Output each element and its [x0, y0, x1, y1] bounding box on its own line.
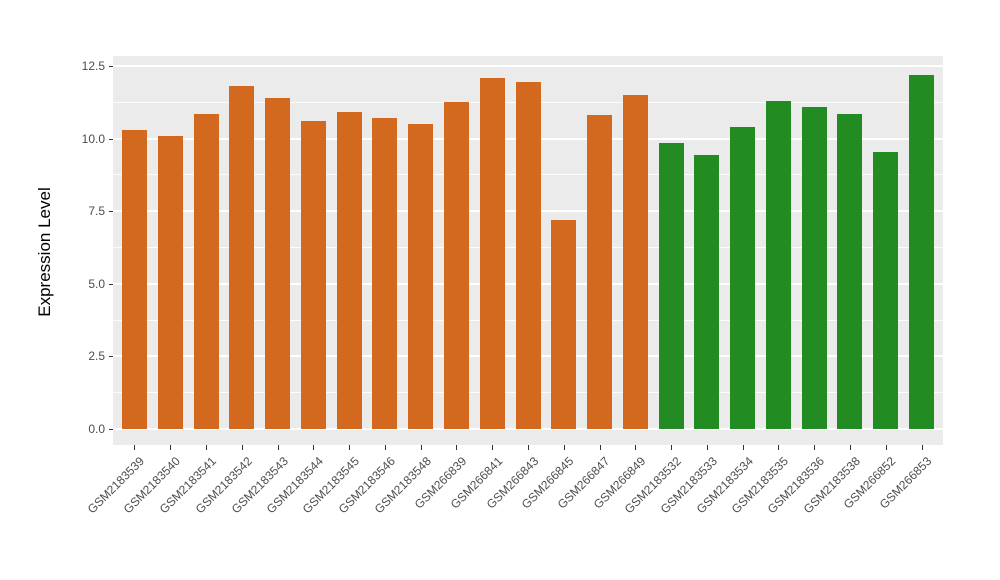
bar [909, 74, 935, 429]
bar [121, 129, 147, 429]
x-tick-mark [671, 445, 673, 450]
bar [730, 126, 756, 429]
bar [300, 121, 326, 429]
bar [837, 113, 863, 429]
x-tick-mark [885, 445, 887, 450]
plot-panel [113, 56, 943, 445]
x-tick-mark [349, 445, 351, 450]
y-tick-mark [109, 211, 113, 213]
bar [265, 97, 291, 429]
x-tick-mark [778, 445, 780, 450]
x-tick-mark [384, 445, 386, 450]
bar [479, 77, 505, 429]
x-tick-mark [742, 445, 744, 450]
bar [372, 118, 398, 429]
x-tick-mark [492, 445, 494, 450]
x-tick-mark [277, 445, 279, 450]
x-tick-mark [635, 445, 637, 450]
y-tick-label: 0.0 [88, 422, 105, 436]
x-tick-mark [206, 445, 208, 450]
y-tick-mark [109, 356, 113, 358]
x-tick-mark [170, 445, 172, 450]
y-tick-label: 10.0 [81, 131, 105, 146]
x-tick-mark [420, 445, 422, 450]
bar [765, 100, 791, 429]
bar [193, 113, 219, 429]
x-tick-mark [921, 445, 923, 450]
bar [694, 154, 720, 429]
bar [408, 124, 434, 429]
y-tick-label: 7.5 [88, 204, 105, 219]
x-tick-mark [241, 445, 243, 450]
bar [622, 95, 648, 429]
x-tick-mark [849, 445, 851, 450]
bar [443, 102, 469, 429]
bar [873, 151, 899, 429]
bar [587, 115, 613, 429]
y-tick-mark [109, 429, 113, 430]
bar [336, 112, 362, 429]
x-tick-mark [456, 445, 458, 450]
bar [229, 86, 255, 429]
x-tick-mark [814, 445, 816, 450]
x-tick-mark [706, 445, 708, 450]
bar [658, 142, 684, 429]
x-tick-mark [313, 445, 315, 450]
y-axis-title: Expression Level [35, 187, 54, 317]
gridline-major [113, 65, 943, 67]
y-tick-mark [109, 283, 113, 285]
y-tick-label: 12.5 [81, 59, 105, 73]
bar [551, 219, 577, 429]
x-tick-mark [528, 445, 529, 450]
gridline-major [113, 428, 943, 430]
x-tick-mark [599, 445, 601, 450]
bar [515, 81, 541, 429]
x-tick-mark [563, 445, 565, 450]
bar [801, 106, 827, 429]
y-tick-label: 5.0 [88, 276, 105, 291]
x-tick-mark [134, 445, 136, 450]
bar [157, 135, 183, 429]
y-tick-label: 2.5 [88, 349, 105, 364]
y-tick-mark [109, 138, 113, 140]
y-tick-mark [109, 66, 113, 67]
